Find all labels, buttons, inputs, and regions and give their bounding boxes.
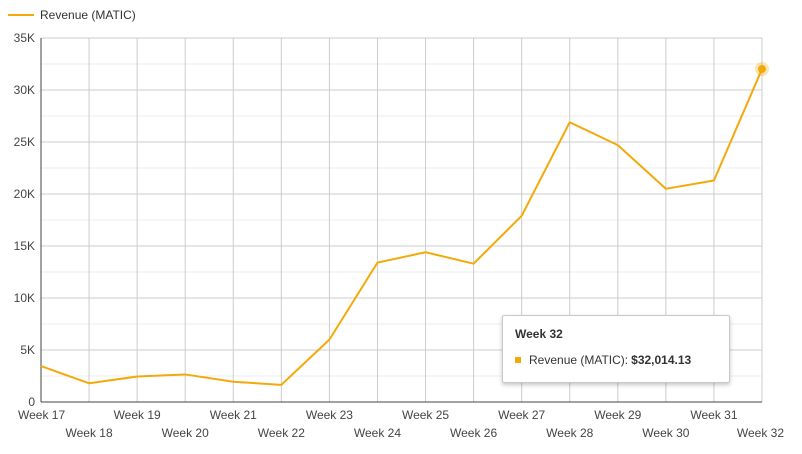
y-tick-label: 0 — [28, 395, 35, 409]
x-tick-label: Week 19 — [114, 408, 161, 422]
series-line — [40, 68, 763, 386]
y-tick-label: 35K — [14, 31, 35, 45]
y-tick-label: 25K — [14, 135, 35, 149]
y-tick-label: 5K — [20, 343, 35, 357]
x-tick-label: Week 22 — [258, 426, 305, 440]
tooltip-series-label: Revenue (MATIC): — [529, 353, 629, 367]
y-tick-label: 10K — [14, 291, 35, 305]
data-tooltip: Week 32 Revenue (MATIC): $32,014.13 — [502, 315, 730, 383]
x-tick-label: Week 20 — [162, 426, 209, 440]
x-tick-label: Week 17 — [18, 408, 65, 422]
x-tick-label: Week 32 — [737, 426, 784, 440]
x-tick-label: Week 28 — [546, 426, 593, 440]
y-tick-label: 20K — [14, 187, 35, 201]
x-tick-label: Week 18 — [65, 426, 112, 440]
x-tick-label: Week 30 — [642, 426, 689, 440]
highlight-point — [758, 65, 766, 74]
x-tick-label: Week 24 — [354, 426, 401, 440]
tooltip-title: Week 32 — [515, 327, 563, 341]
tooltip-value: $32,014.13 — [631, 353, 692, 367]
x-tick-label: Week 21 — [210, 408, 257, 422]
y-tick-label: 30K — [14, 83, 35, 97]
legend-label: Revenue (MATIC) — [40, 8, 136, 22]
x-tick-label: Week 26 — [450, 426, 497, 440]
x-tick-label: Week 23 — [306, 408, 353, 422]
chart-legend[interactable]: Revenue (MATIC) — [8, 8, 136, 22]
x-tick-label: Week 29 — [594, 408, 641, 422]
legend-line-swatch — [8, 14, 34, 16]
x-tick-label: Week 27 — [498, 408, 545, 422]
tooltip-row: Revenue (MATIC): $32,014.13 — [515, 353, 717, 367]
x-tick-label: Week 31 — [690, 408, 737, 422]
tooltip-series-swatch — [515, 357, 521, 363]
x-tick-label: Week 25 — [402, 408, 449, 422]
y-tick-label: 15K — [14, 239, 35, 253]
